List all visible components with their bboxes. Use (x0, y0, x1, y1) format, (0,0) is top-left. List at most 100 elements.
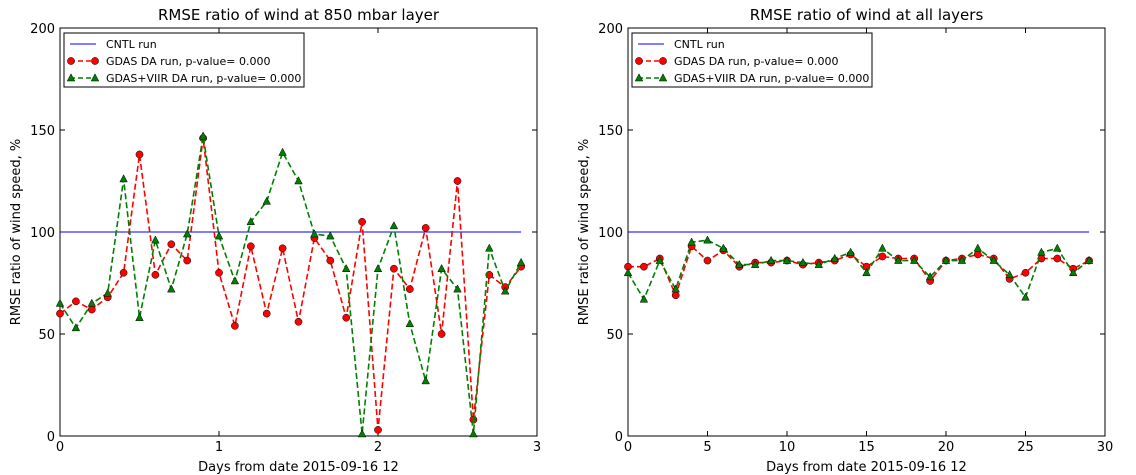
x-axis-label: Days from date 2015-09-16 12 (198, 460, 399, 475)
point-gdas (453, 177, 462, 185)
point-gdas-viir (182, 229, 192, 238)
point-gdas-viir (151, 235, 160, 244)
point-gdas-viir (909, 255, 919, 264)
point-gdas-viir (798, 257, 808, 266)
point-gdas (390, 264, 398, 273)
point-gdas-viir (167, 284, 176, 293)
point-gdas (374, 426, 382, 434)
point-gdas-viir (421, 376, 430, 385)
point-gdas-viir (103, 288, 112, 297)
y-tick-label: 50 (38, 328, 55, 343)
point-gdas-viir (719, 243, 728, 252)
point-gdas-viir (1084, 255, 1094, 264)
point-gdas (294, 317, 303, 326)
point-gdas-viir (814, 259, 824, 268)
legend: CNTL run GDAS DA run, p-value= 0.000 GDAS+… (631, 32, 873, 88)
point-gdas (671, 291, 680, 300)
point-gdas-viir (119, 174, 128, 183)
y-tick-label: 100 (598, 226, 623, 241)
y-axis-label: RMSE ratio of wind speed, % (9, 139, 24, 325)
chart-850mbar: RMSE ratio of wind at 850 mbar layer 0 50 1… (9, 6, 541, 475)
legend-entry: GDAS DA run, p-value= 0.000 (674, 55, 838, 68)
point-gdas (405, 285, 414, 293)
legend-marker (66, 73, 76, 82)
point-gdas (437, 330, 446, 338)
legend-entry: GDAS+VIIR DA run, p-value= 0.000 (106, 72, 301, 85)
point-gdas-viir (639, 294, 649, 303)
point-gdas (1021, 268, 1030, 277)
y-tick-label: 200 (30, 22, 55, 37)
point-gdas-viir (278, 147, 287, 156)
series-line-1 (59, 138, 522, 430)
point-gdas-viir (485, 243, 494, 252)
point-gdas (278, 244, 287, 253)
point-gdas (973, 250, 982, 259)
point-gdas-viir (135, 312, 144, 321)
point-gdas (56, 309, 64, 318)
y-tick-label: 150 (30, 124, 55, 139)
x-tick-label: 1 (215, 440, 223, 455)
point-gdas (342, 313, 351, 322)
y-tick-label: 150 (598, 124, 623, 139)
y-tick-label: 200 (598, 22, 623, 37)
x-tick-label: 30 (1097, 440, 1114, 455)
legend-marker (658, 73, 668, 82)
point-gdas-viir (294, 176, 303, 185)
point-gdas-viir (326, 231, 335, 240)
legend-marker (659, 57, 667, 65)
point-gdas-viir (925, 272, 935, 281)
chart-title: RMSE ratio of wind at all layers (750, 6, 984, 24)
point-gdas (421, 224, 430, 232)
x-tick-label: 0 (56, 440, 64, 455)
point-gdas-viir (55, 298, 65, 307)
point-gdas-viir (389, 221, 399, 230)
point-gdas-viir (357, 429, 367, 438)
point-gdas-viir (766, 255, 776, 264)
point-gdas-viir (71, 323, 81, 332)
point-gdas-viir (500, 286, 510, 295)
point-gdas-viir (894, 255, 903, 264)
y-axis-label: RMSE ratio of wind speed, % (577, 139, 592, 325)
point-gdas-viir (973, 243, 983, 252)
point-gdas-viir (655, 255, 665, 264)
point-gdas-viir (453, 284, 462, 293)
point-gdas-viir (989, 255, 998, 264)
point-gdas-viir (87, 298, 97, 307)
point-gdas-viir (1037, 247, 1046, 256)
point-gdas-viir (846, 247, 855, 256)
point-gdas-viir (957, 255, 967, 264)
legend-marker (634, 73, 644, 82)
y-tick-label: 0 (615, 430, 623, 445)
point-gdas (246, 242, 255, 251)
point-gdas-viir (862, 268, 871, 277)
point-gdas-viir (671, 284, 680, 293)
legend-marker (90, 73, 100, 82)
point-gdas-viir (1068, 268, 1078, 277)
point-gdas (358, 217, 366, 226)
point-gdas-viir (214, 231, 224, 240)
y-tick-label: 100 (30, 226, 55, 241)
y-tick-label: 0 (47, 430, 55, 445)
point-gdas-viir (878, 243, 887, 252)
point-gdas-viir (310, 229, 319, 238)
x-tick-label: 5 (703, 440, 711, 455)
x-tick-label: 20 (938, 440, 955, 455)
point-gdas-viir (405, 319, 415, 328)
point-gdas-viir (262, 196, 271, 205)
series-line-2 (627, 239, 1090, 302)
point-gdas-viir (1005, 270, 1014, 279)
legend-marker (635, 57, 643, 65)
point-gdas-viir (516, 257, 526, 266)
point-gdas-viir (782, 255, 792, 264)
point-gdas-viir (341, 263, 351, 272)
legend-box (631, 32, 873, 88)
chart-title: RMSE ratio of wind at 850 mbar layer (158, 6, 440, 24)
chart-all-layers: RMSE ratio of wind at all layers05010015… (577, 6, 1114, 475)
legend-marker (91, 57, 99, 65)
point-gdas (151, 270, 160, 279)
series-line-1 (628, 244, 1090, 298)
point-gdas (326, 256, 335, 265)
point-gdas (167, 240, 176, 249)
point-gdas (183, 256, 192, 265)
point-gdas-viir (230, 276, 240, 285)
